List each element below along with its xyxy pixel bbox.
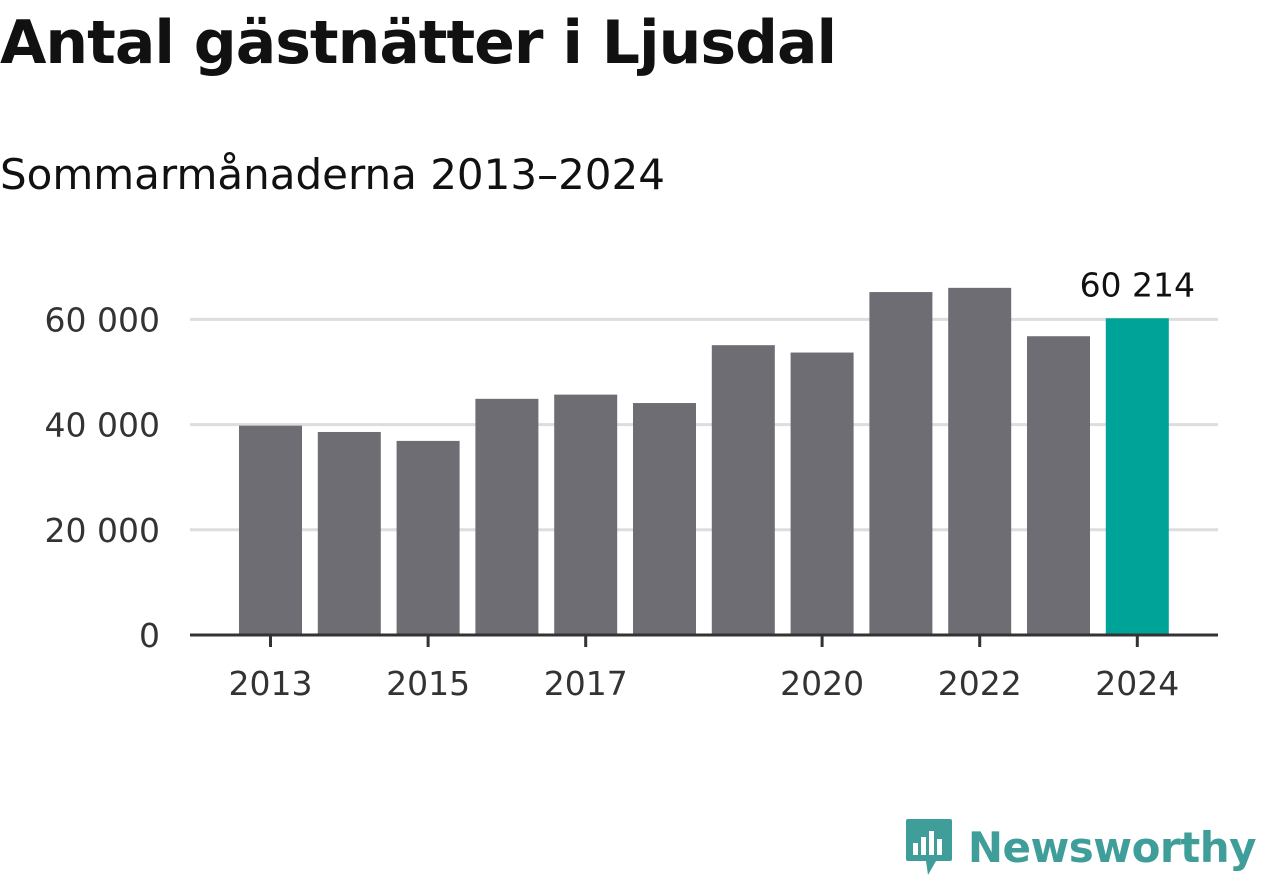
y-tick-label: 60 000 xyxy=(45,300,160,339)
x-tick-label: 2020 xyxy=(780,664,864,703)
brand-logo: Newsworthy xyxy=(904,817,1257,877)
bar xyxy=(633,403,696,635)
bar xyxy=(1027,336,1090,635)
bar xyxy=(790,352,854,635)
x-tick-label: 2022 xyxy=(938,664,1022,703)
x-tick-label: 2015 xyxy=(386,664,470,703)
brand-name: Newsworthy xyxy=(967,822,1257,872)
bar xyxy=(869,292,933,635)
bar xyxy=(317,431,381,635)
x-tick-label: 2024 xyxy=(1095,664,1179,703)
chart-title: Antal gästnätter i Ljusdal xyxy=(0,8,837,78)
x-tick-label: 2013 xyxy=(229,664,313,703)
y-tick-label: 0 xyxy=(139,616,160,655)
bar-chart-speech-bubble-icon xyxy=(905,819,952,875)
y-tick-label: 40 000 xyxy=(45,406,160,445)
bar xyxy=(948,287,1012,635)
bar xyxy=(554,394,618,635)
bar xyxy=(396,440,460,635)
bar xyxy=(239,425,302,635)
bar xyxy=(475,398,539,635)
bar xyxy=(1105,318,1169,635)
data-label: 60 214 xyxy=(1080,265,1195,304)
chart-subtitle: Sommarmånaderna 2013–2024 xyxy=(0,150,665,199)
y-tick-label: 20 000 xyxy=(45,511,160,550)
x-tick-label: 2017 xyxy=(544,664,628,703)
bar xyxy=(711,345,775,635)
